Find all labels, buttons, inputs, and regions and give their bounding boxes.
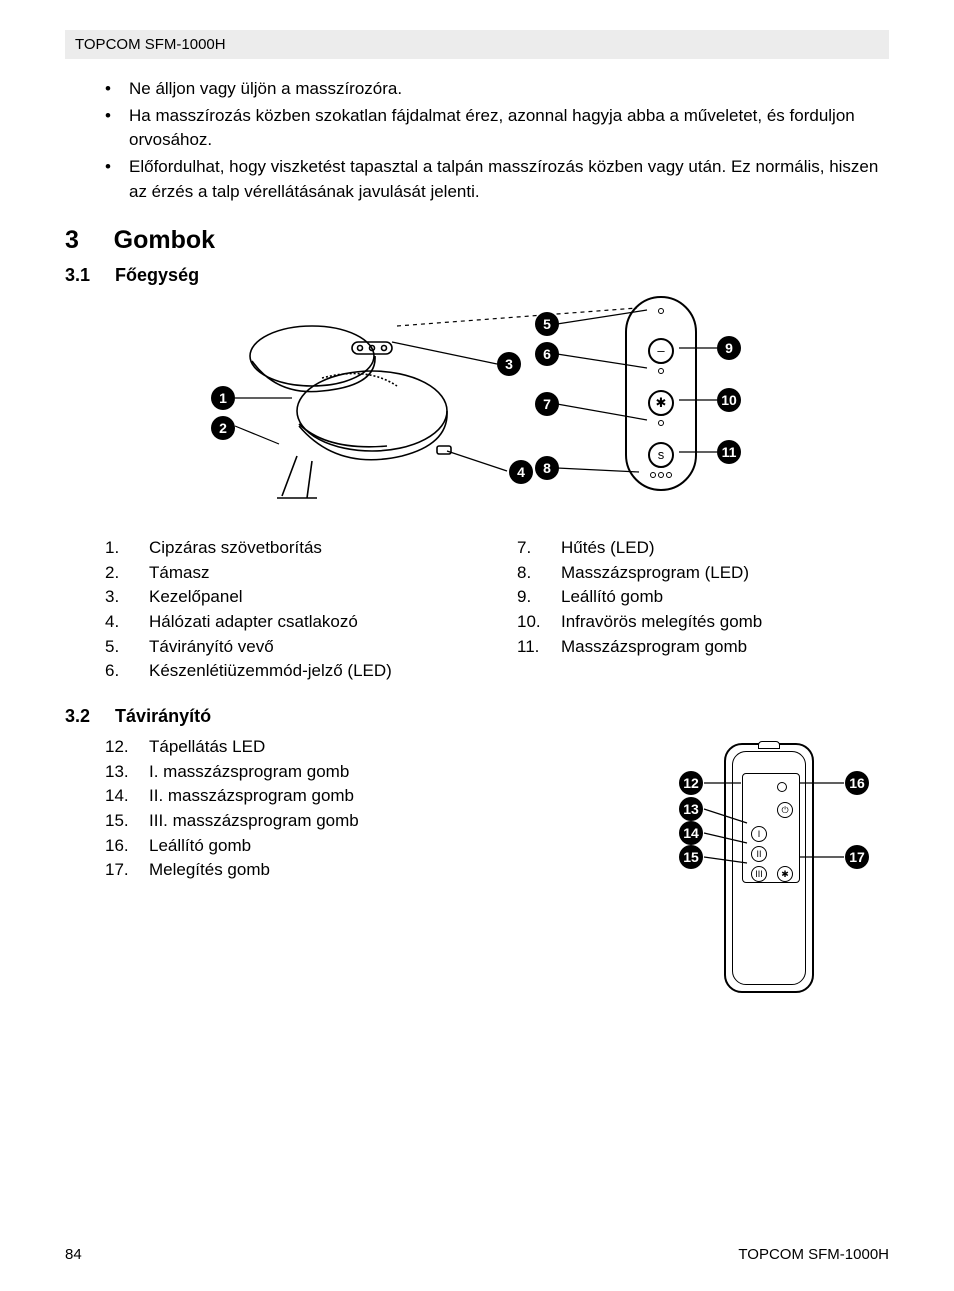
callout-13: 13: [679, 797, 703, 821]
subsection-title: Főegység: [115, 265, 199, 285]
section-title: Gombok: [114, 226, 215, 254]
legend-item: 13.I. masszázsprogram gomb: [105, 760, 649, 785]
legend-item: 12.Tápellátás LED: [105, 735, 649, 760]
section-heading-3: 3 Gombok: [65, 226, 889, 255]
legend-item: 14.II. masszázsprogram gomb: [105, 784, 649, 809]
legend-item: 10.Infravörös melegítés gomb: [517, 610, 889, 635]
callout-17: 17: [845, 845, 869, 869]
bullet: Ha masszírozás közben szokatlan fájdalma…: [115, 104, 889, 153]
footer-product: TOPCOM SFM-1000H: [738, 1246, 889, 1263]
remote-legend: 12.Tápellátás LED 13.I. masszázsprogram …: [105, 735, 649, 883]
callout-12: 12: [679, 771, 703, 795]
legend-col-right: 7.Hűtés (LED) 8.Masszázsprogram (LED) 9.…: [517, 536, 889, 684]
legend-item: 15.III. masszázsprogram gomb: [105, 809, 649, 834]
callout-16: 16: [845, 771, 869, 795]
legend-item: 8.Masszázsprogram (LED): [517, 561, 889, 586]
legend-item: 1.Cipzáras szövetborítás: [105, 536, 477, 561]
bullet: Ne álljon vagy üljön a masszírozóra.: [115, 77, 889, 102]
page-footer: 84 TOPCOM SFM-1000H: [65, 1246, 889, 1263]
legend-item: 16.Leállító gomb: [105, 834, 649, 859]
legend-item: 11.Masszázsprogram gomb: [517, 635, 889, 660]
legend-item: 9.Leállító gomb: [517, 585, 889, 610]
main-unit-figure: – ✱ s 1 2 3 4 5 6 7 8 9 10 11: [197, 296, 757, 516]
subsection-title: Távirányító: [115, 706, 211, 726]
legend-item: 7.Hűtés (LED): [517, 536, 889, 561]
callout-14: 14: [679, 821, 703, 845]
section-num: 3: [65, 226, 79, 254]
legend-item: 5.Távirányító vevő: [105, 635, 477, 660]
leader-lines: [197, 296, 757, 516]
legend-item: 6.Készenlétiüzemmód-jelző (LED): [105, 659, 477, 684]
subsection-num: 3.2: [65, 706, 90, 726]
legend-item: 17.Melegítés gomb: [105, 858, 649, 883]
legend-col-left: 1.Cipzáras szövetborítás 2.Támasz 3.Keze…: [105, 536, 477, 684]
subsection-heading-3-1: 3.1 Főegység: [65, 265, 889, 286]
legend-item: 3.Kezelőpanel: [105, 585, 477, 610]
warning-bullets: Ne álljon vagy üljön a masszírozóra. Ha …: [115, 77, 889, 204]
subsection-num: 3.1: [65, 265, 90, 285]
doc-header: TOPCOM SFM-1000H: [65, 30, 889, 59]
product-name: TOPCOM SFM-1000H: [75, 36, 226, 53]
main-unit-legend: 1.Cipzáras szövetborítás 2.Támasz 3.Keze…: [105, 536, 889, 684]
callout-15: 15: [679, 845, 703, 869]
legend-item: 2.Támasz: [105, 561, 477, 586]
page-number: 84: [65, 1246, 82, 1263]
subsection-heading-3-2: 3.2 Távirányító: [65, 706, 889, 727]
legend-item: 4.Hálózati adapter csatlakozó: [105, 610, 477, 635]
bullet: Előfordulhat, hogy viszketést tapasztal …: [115, 155, 889, 204]
remote-figure: ⏻ I II III ✱ 12 13 14 15 16 17: [649, 735, 879, 1015]
